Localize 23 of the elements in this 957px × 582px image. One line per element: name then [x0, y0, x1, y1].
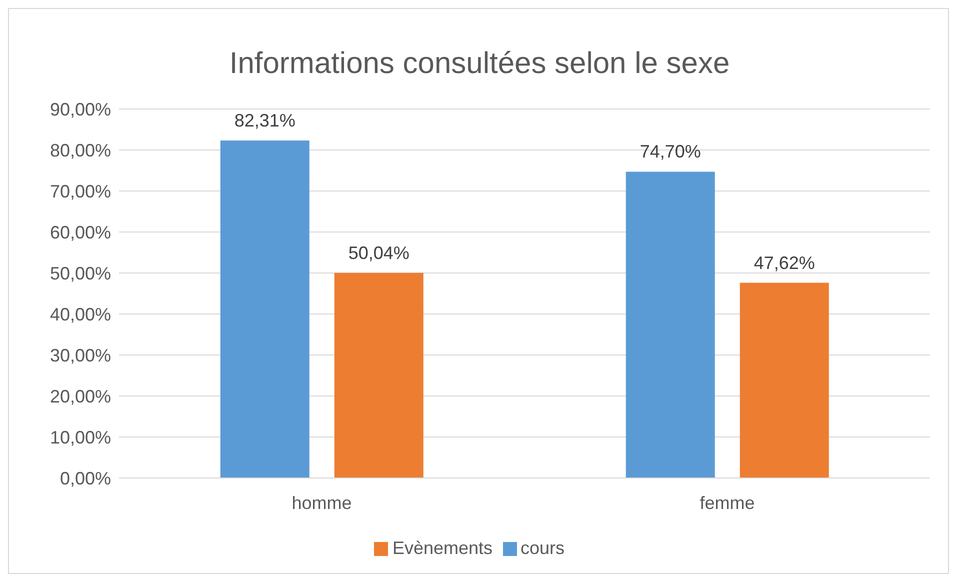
data-label: 74,70% [640, 142, 701, 162]
y-tick-label: 90,00% [50, 99, 111, 120]
legend-label: cours [520, 538, 565, 558]
y-tick-label: 0,00% [60, 468, 111, 488]
y-tick-label: 40,00% [50, 304, 111, 324]
data-label: 50,04% [348, 242, 410, 263]
data-label: 82,31% [234, 110, 296, 131]
y-tick-label: 50,00% [50, 263, 111, 284]
y-tick-label: 10,00% [50, 427, 111, 448]
legend-label: Evènements [392, 538, 493, 558]
y-tick-label: 20,00% [50, 386, 111, 406]
y-tick-label: 80,00% [50, 140, 111, 160]
y-tick-label: 70,00% [50, 181, 111, 202]
y-tick-label: 60,00% [50, 222, 111, 242]
x-tick-label: femme [700, 492, 755, 513]
y-tick-label: 30,00% [50, 345, 111, 366]
data-label: 47,62% [754, 252, 815, 273]
bar [626, 172, 715, 478]
x-tick-label: homme [292, 492, 352, 513]
chart-title: Informations consultées selon le sexe [228, 47, 731, 81]
bar [220, 140, 310, 478]
bar [740, 282, 829, 478]
bar [334, 272, 424, 478]
